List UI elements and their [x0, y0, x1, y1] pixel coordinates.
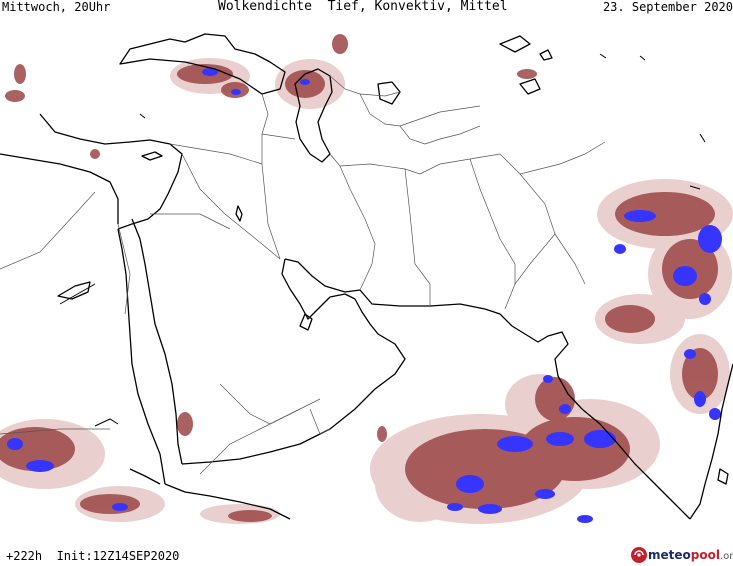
- islands: [59, 53, 706, 427]
- logo-text-part-b: pool: [690, 548, 720, 562]
- country-borders: [0, 75, 606, 475]
- storm-logo-icon: [631, 547, 647, 563]
- weather-map: [0, 14, 733, 524]
- coastlines: [0, 33, 733, 520]
- forecast-day-time: Mittwoch, 20Uhr: [2, 0, 111, 14]
- logo-text-tld: .org: [719, 551, 733, 562]
- forecast-date: 23. September 2020: [602, 0, 733, 14]
- model-run-info: +222h Init:12Z14SEP2020: [6, 549, 180, 563]
- logo-text-part-a: meteo: [648, 548, 691, 562]
- map-title: Wolkendichte Tief, Konvektiv, Mittel: [218, 0, 508, 14]
- meteopool-logo[interactable]: meteopool.org: [630, 545, 733, 565]
- convective-cells: [7, 68, 722, 523]
- logo-text: meteopool.org: [648, 548, 733, 562]
